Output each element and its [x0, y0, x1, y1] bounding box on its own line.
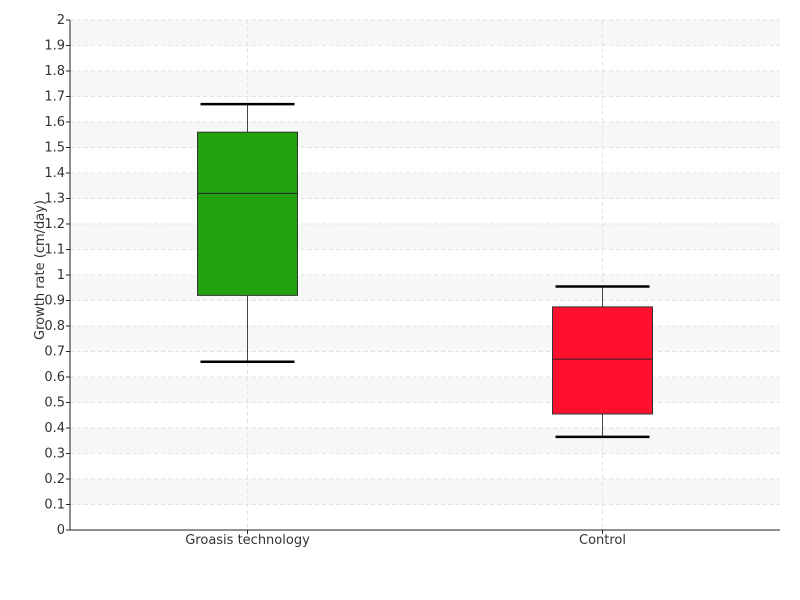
y-axis-ticks: 0 0.1 0.2 0.3 0.4 0.5 0.6 0.7 0.8 0.9 1 1.1 1.2 1.3 1.…: [44, 13, 70, 538]
grid-band: [70, 71, 780, 97]
y-tick-label: 0.2: [44, 472, 65, 487]
grid-band: [70, 122, 780, 148]
y-tick-label: 1.1: [44, 243, 65, 258]
y-tick-label: 1.9: [44, 39, 65, 54]
y-tick-label: 0: [57, 523, 65, 538]
x-axis-ticks: Groasis technology Control: [185, 530, 626, 548]
grid-band: [70, 173, 780, 199]
iqr-box: [552, 306, 653, 415]
iqr-box: [197, 131, 298, 296]
y-tick-label: 0.7: [44, 345, 65, 360]
y-tick-label: 2: [57, 13, 65, 28]
y-tick-label: 0.9: [44, 294, 65, 309]
box-0: [197, 102, 298, 363]
grid-band: [70, 377, 780, 403]
grid-band: [70, 224, 780, 250]
boxes: [197, 102, 653, 439]
grid-band: [70, 479, 780, 505]
y-axis-title: Growth rate (cm/day): [33, 200, 48, 340]
y-tick-label: 1.7: [44, 90, 65, 105]
y-tick-label: 0.5: [44, 396, 65, 411]
y-tick-label: 0.6: [44, 370, 65, 385]
grid-band: [70, 20, 780, 46]
y-tick-label: 1: [57, 268, 65, 283]
y-tick-label: 0.8: [44, 319, 65, 334]
grid-band: [70, 326, 780, 352]
y-tick-label: 0.1: [44, 498, 65, 513]
y-tick-label: 1.5: [44, 141, 65, 156]
y-tick-label: 0.4: [44, 421, 65, 436]
y-tick-label: 1.3: [44, 192, 65, 207]
y-tick-label: 1.6: [44, 115, 65, 130]
x-tick-label: Control: [579, 533, 626, 548]
grid-band: [70, 428, 780, 454]
y-tick-label: 1.2: [44, 217, 65, 232]
y-tick-label: 0.3: [44, 447, 65, 462]
grid-bands: [70, 20, 780, 505]
y-tick-label: 1.8: [44, 64, 65, 79]
grid-band: [70, 275, 780, 301]
grid-lines: [70, 19, 780, 530]
y-tick-label: 1.4: [44, 166, 65, 181]
x-tick-label: Groasis technology: [185, 533, 310, 548]
box-1: [552, 285, 653, 439]
